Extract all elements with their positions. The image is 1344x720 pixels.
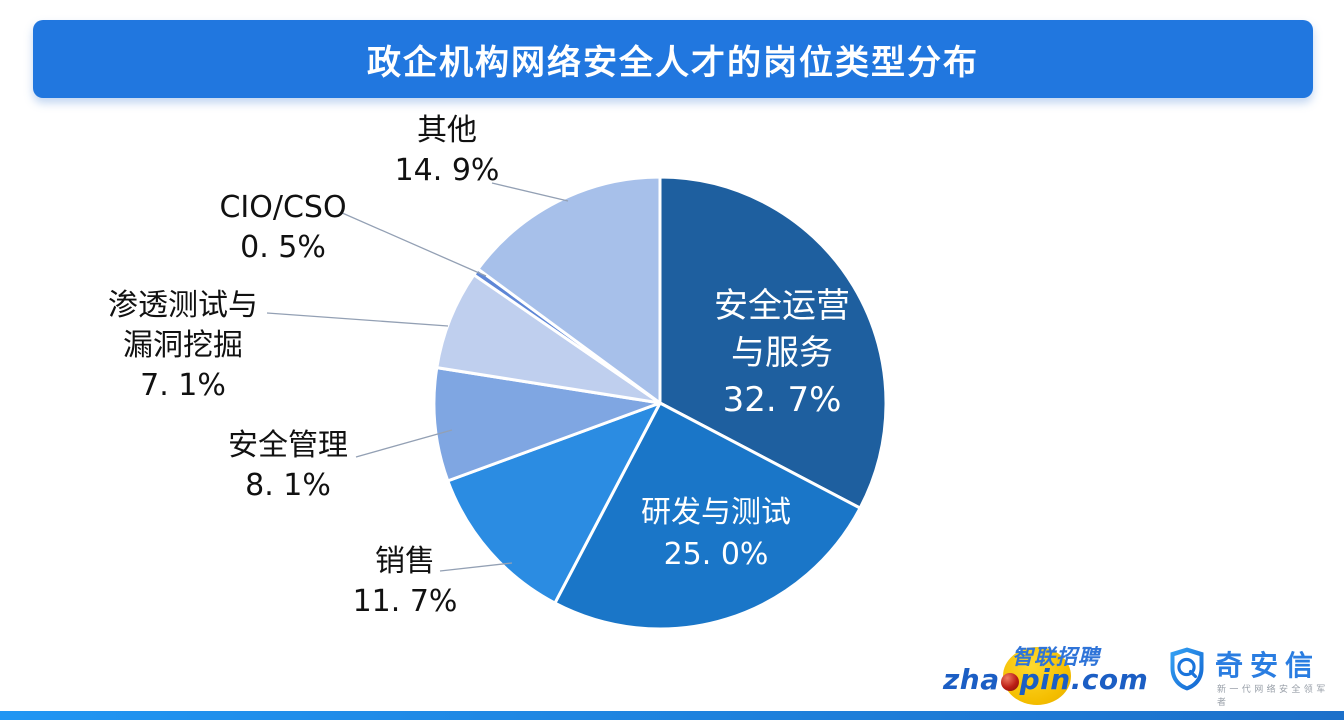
label-pentest-name-line2: 漏洞挖掘 [123, 328, 243, 363]
label-security-mgmt: 安全管理 8. 1% [228, 426, 348, 506]
label-cio-cso: CIO/CSO 0. 5% [219, 188, 346, 268]
label-pentest-name-line1: 渗透测试与 [108, 288, 258, 323]
label-sales: 销售 11. 7% [353, 542, 458, 622]
qianxin-logo: 奇安信 新一代网络安全领军者 [1167, 644, 1335, 708]
label-rd-testing-name: 研发与测试 [641, 495, 791, 530]
zhaopin-logo: 智联招聘 zha pin.com [941, 637, 1148, 709]
zhaopin-dot-icon [1000, 672, 1019, 691]
zhaopin-brand-cn: 智联招聘 [1012, 645, 1100, 669]
qianxin-tagline: 新一代网络安全领军者 [1217, 685, 1329, 708]
page-title: 政企机构网络安全人才的岗位类型分布 [367, 42, 979, 83]
label-security-ops: 安全运营 与服务 32. 7% [714, 283, 850, 424]
pie-slice-sales [446, 401, 662, 605]
label-security-ops-name-line2: 与服务 [731, 333, 833, 373]
label-cio-cso-value: 0. 5% [240, 230, 326, 265]
pie-slice-security-operations-services [658, 175, 888, 510]
leader-line-security-mgmt [355, 429, 453, 458]
zhaopin-domain-prefix: zha [943, 663, 1000, 696]
leader-line-other [491, 182, 569, 202]
label-other: 其他 14. 9% [395, 111, 500, 191]
label-other-value: 14. 9% [394, 153, 500, 188]
label-sales-value: 11. 7% [352, 584, 458, 619]
label-security-ops-name-line1: 安全运营 [714, 286, 850, 326]
label-security-mgmt-name: 安全管理 [228, 428, 348, 463]
label-security-mgmt-value: 8. 1% [245, 468, 331, 503]
label-security-ops-value: 32. 7% [722, 380, 842, 420]
pie-slice-other [476, 175, 662, 405]
pie-slice-pentest-vuln-mining [435, 273, 662, 405]
pie-slice-security-management [432, 366, 662, 483]
qianxin-brand: 奇安信 [1215, 649, 1321, 682]
shield-q-icon [1170, 647, 1204, 691]
label-other-name: 其他 [417, 113, 477, 148]
bottom-accent-bar [0, 711, 1344, 720]
label-sales-name: 销售 [375, 544, 435, 579]
label-pentest-value: 7. 1% [140, 368, 226, 403]
leader-line-pentest [266, 312, 449, 327]
zhaopin-domain: zha pin.com [943, 663, 1148, 696]
label-rd-testing-value: 25. 0% [663, 537, 769, 572]
zhaopin-domain-suffix: pin.com [1019, 663, 1149, 696]
leader-line-cio-cso [339, 211, 487, 277]
leader-line-sales [439, 562, 513, 572]
label-rd-testing: 研发与测试 25. 0% [641, 492, 791, 576]
title-banner: 政企机构网络安全人才的岗位类型分布 [33, 20, 1313, 98]
label-pentest: 渗透测试与 漏洞挖掘 7. 1% [108, 286, 258, 406]
label-cio-cso-name: CIO/CSO [219, 190, 347, 225]
